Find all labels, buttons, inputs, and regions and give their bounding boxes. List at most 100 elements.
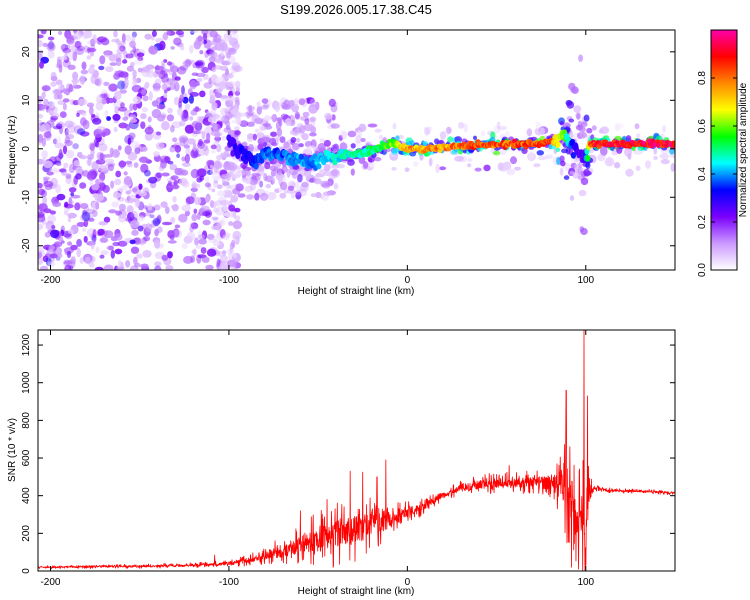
noise-speckle [190,149,199,159]
noise-speckle [255,173,262,182]
noise-speckle [201,30,209,35]
noise-speckle [140,263,149,269]
noise-speckle [237,193,246,198]
noise-speckle [597,153,606,162]
noise-speckle [38,250,42,255]
noise-speckle [136,52,145,57]
noise-speckle [48,40,55,50]
noise-speckle [217,76,223,83]
noise-speckle [179,120,186,127]
noise-speckle [261,136,271,143]
noise-speckle [43,98,49,107]
noise-speckle [173,96,180,106]
noise-speckle [600,146,608,156]
noise-speckle [118,260,122,268]
noise-speckle [79,131,90,137]
noise-speckle [497,162,505,171]
noise-speckle [150,36,155,41]
noise-speckle [142,250,152,258]
noise-speckle [115,170,122,178]
noise-speckle [43,208,52,214]
noise-speckle [125,79,130,87]
noise-speckle [225,249,235,255]
noise-speckle [161,172,170,177]
noise-speckle [191,213,198,222]
noise-speckle [198,238,207,245]
signal-halo [555,147,561,152]
noise-speckle [157,214,162,224]
noise-speckle [212,218,218,224]
noise-speckle [324,112,333,120]
noise-speckle [81,33,89,40]
noise-speckle [110,249,116,259]
noise-speckle [92,189,97,194]
noise-speckle [96,151,103,161]
noise-speckle [116,266,125,270]
noise-speckle [73,125,83,135]
noise-speckle [232,211,237,219]
noise-speckle [38,34,44,39]
x-tick-label: 0 [405,577,411,588]
noise-speckle [145,223,153,233]
noise-speckle [152,71,159,78]
noise-speckle [374,128,382,133]
signal-halo [563,175,570,180]
noise-speckle [226,81,236,88]
noise-speckle [102,184,110,193]
noise-speckle [196,81,200,86]
noise-speckle [297,173,303,183]
noise-speckle [246,133,254,140]
noise-speckle [259,180,263,188]
noise-speckle [598,128,604,134]
noise-speckle [56,193,66,201]
noise-speckle [99,237,109,243]
noise-speckle [73,32,82,40]
noise-speckle [161,60,166,66]
noise-speckle [170,46,175,50]
noise-speckle [138,156,149,163]
noise-speckle [139,237,146,246]
noise-speckle [218,240,223,246]
noise-speckle [213,160,222,169]
noise-speckle [79,155,87,160]
noise-speckle [191,72,199,76]
noise-speckle [40,189,48,198]
noise-speckle [184,210,190,217]
signal-halo [559,155,565,163]
noise-speckle [72,71,79,81]
noise-speckle [95,101,104,111]
noise-speckle [559,167,564,176]
noise-speckle [330,123,340,129]
signal-halo [580,132,588,139]
noise-speckle [86,55,92,60]
noise-speckle [143,84,148,90]
noise-speckle [47,261,56,267]
noise-speckle [169,146,176,153]
noise-speckle [169,234,175,241]
noise-speckle [309,116,317,122]
noise-speckle [59,168,67,173]
noise-speckle [162,33,168,40]
noise-speckle [171,204,179,209]
noise-speckle [358,123,367,132]
noise-speckle [210,149,216,154]
snr-y-ticks: 0 200 400 600 800 1000 1200 [21,334,675,574]
noise-speckle [306,145,316,152]
colorbar-tick-label: 0.6 [697,119,708,133]
noise-speckle [68,163,75,174]
noise-speckle [304,118,310,125]
noise-speckle [341,130,347,140]
noise-speckle [94,194,104,202]
noise-speckle [154,265,162,270]
noise-speckle [614,162,621,169]
noise-speckle [256,101,261,108]
noise-speckle [155,142,165,150]
noise-speckle [103,81,110,86]
noise-speckle [76,238,82,247]
noise-speckle [294,113,301,120]
noise-speckle [100,37,110,46]
noise-speckle [213,175,221,181]
noise-speckle [244,185,253,192]
colorbar-tick-label: 0.2 [697,215,708,229]
noise-speckle [94,266,104,270]
